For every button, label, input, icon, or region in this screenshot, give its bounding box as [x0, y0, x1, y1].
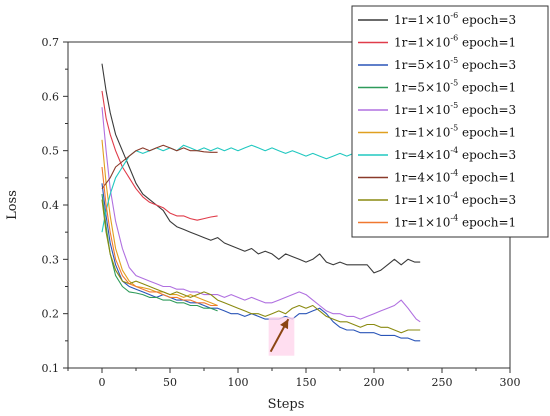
- x-tick-label: 0: [99, 376, 106, 389]
- annotation-arrow-head: [280, 319, 289, 330]
- x-tick-label: 300: [500, 376, 521, 389]
- y-tick-label: 0.7: [42, 36, 60, 49]
- y-tick-label: 0.2: [42, 308, 60, 321]
- series-line-1: [101, 63, 421, 274]
- legend: 1r=1×10-6 epoch=3 1r=1×10-6 epoch=1 1r=5×1…: [351, 5, 549, 238]
- legend-label: 1r=5×10-5 epoch=3: [394, 56, 516, 72]
- x-axis: 0 50 100 150 200 250 300: [67, 368, 521, 389]
- legend-label: 1r=1×10-5 epoch=3: [394, 101, 516, 117]
- y-tick-label: 0.5: [42, 145, 60, 158]
- y-tick-label: 0.4: [42, 199, 60, 212]
- x-tick-label: 150: [296, 376, 317, 389]
- legend-label: 1r=4×10-4 epoch=1: [394, 169, 516, 185]
- series-line-10: [101, 166, 218, 307]
- series-line-2: [101, 90, 218, 221]
- x-tick-label: 50: [163, 376, 177, 389]
- y-tick-label: 0.3: [42, 253, 60, 266]
- x-tick-label: 100: [228, 376, 249, 389]
- annotation-arrow: [268, 317, 295, 356]
- x-tick-label: 200: [364, 376, 385, 389]
- series-line-9: [101, 199, 421, 334]
- x-axis-title: Steps: [268, 397, 305, 412]
- x-tick-label: 250: [432, 376, 453, 389]
- series-line-4: [101, 194, 218, 312]
- series-line-5: [101, 107, 421, 323]
- legend-label: 1r=4×10-4 epoch=3: [394, 146, 516, 162]
- series-line-8: [101, 144, 218, 190]
- legend-label: 1r=5×10-5 epoch=1: [394, 79, 516, 95]
- legend-box: [351, 5, 549, 238]
- legend-label: 1r=1×10-4 epoch=3: [394, 191, 516, 207]
- y-axis-title: Loss: [5, 190, 20, 220]
- y-tick-label: 0.6: [42, 90, 60, 103]
- series-line-7: [101, 144, 365, 233]
- legend-label: 1r=1×10-6 epoch=1: [394, 34, 516, 50]
- series-line-3: [101, 183, 421, 342]
- legend-label: 1r=1×10-5 epoch=1: [394, 124, 516, 140]
- y-tick-label: 0.1: [42, 362, 60, 375]
- legend-label: 1r=1×10-6 epoch=3: [394, 11, 516, 27]
- y-axis: 0.1 0.2 0.3 0.4 0.5 0.6 0.7: [42, 36, 68, 375]
- legend-label: 1r=1×10-4 epoch=1: [394, 214, 516, 230]
